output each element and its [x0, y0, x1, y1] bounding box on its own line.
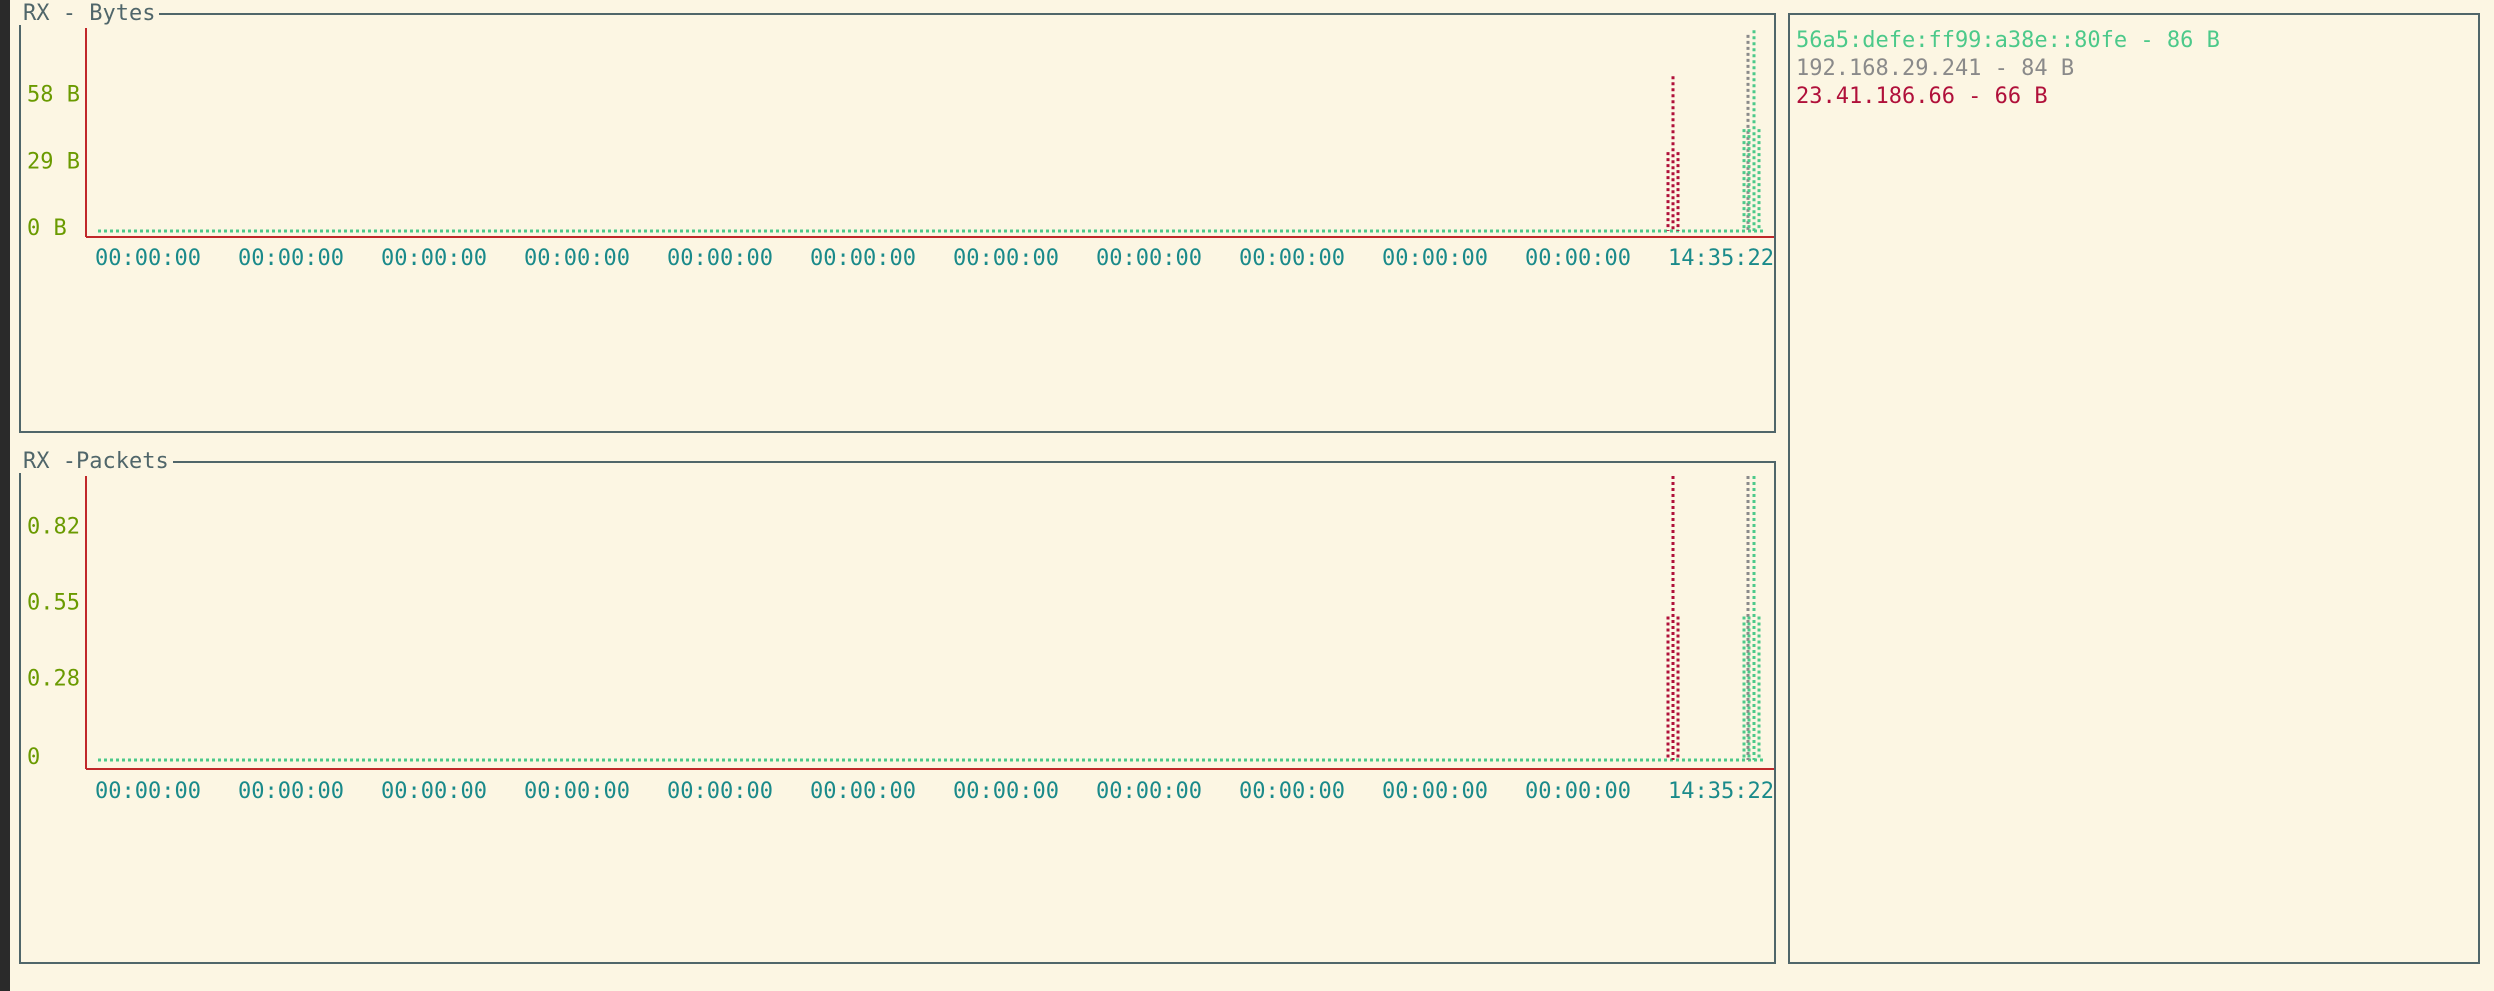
- y-tick-label: 0 B: [27, 216, 67, 241]
- x-tick-label: 00:00:00: [1239, 779, 1345, 804]
- y-tick-label: 0: [27, 745, 40, 770]
- legend-item: 56a5:defe:ff99:a38e::80fe - 86 B: [1796, 28, 2220, 53]
- y-tick-label: 0.82: [27, 515, 80, 540]
- legend-list: 56a5:defe:ff99:a38e::80fe - 86 B 192.168…: [1796, 27, 2220, 111]
- x-tick-label: 00:00:00: [810, 779, 916, 804]
- rx-bytes-panel: RX - Bytes 58 B 29 B 0 B 00:00:00 00:00:00 00…: [19, 3, 1776, 433]
- rx-packets-title: RX -Packets: [19, 451, 173, 473]
- x-tick-label: 00:00:00: [953, 779, 1059, 804]
- rx-packets-chart: 0.82 0.55 0.28 0 00:00:00 00:00:00 00:00:00 00:…: [27, 476, 1774, 804]
- x-tick-label: 14:35:22: [1668, 779, 1774, 804]
- x-tick-label: 00:00:00: [1096, 779, 1202, 804]
- y-tick-label: 58 B: [27, 83, 80, 108]
- y-tick-label: 0.55: [27, 590, 80, 615]
- legend-item: 192.168.29.241 - 84 B: [1796, 56, 2075, 81]
- x-tick-label: 00:00:00: [953, 246, 1059, 271]
- y-tick-label: 29 B: [27, 149, 80, 174]
- x-tick-label: 14:35:22: [1668, 246, 1774, 271]
- x-tick-label: 00:00:00: [1525, 246, 1631, 271]
- y-tick-label: 0.28: [27, 666, 80, 691]
- rx-bytes-chart: 58 B 29 B 0 B 00:00:00 00:00:00 00:00:00 00:00…: [27, 28, 1774, 271]
- x-tick-label: 00:00:00: [524, 246, 630, 271]
- rx-bytes-title: RX - Bytes: [19, 3, 160, 25]
- x-tick-label: 00:00:00: [1525, 779, 1631, 804]
- x-tick-label: 00:00:00: [381, 246, 487, 271]
- x-tick-label: 00:00:00: [381, 779, 487, 804]
- x-tick-label: 00:00:00: [1382, 246, 1488, 271]
- x-tick-label: 00:00:00: [810, 246, 916, 271]
- x-tick-label: 00:00:00: [95, 246, 201, 271]
- x-tick-label: 00:00:00: [1382, 779, 1488, 804]
- terminal-edge: [0, 0, 10, 991]
- x-tick-label: 00:00:00: [238, 779, 344, 804]
- legend-item: 23.41.186.66 - 66 B: [1796, 84, 2048, 109]
- x-tick-label: 00:00:00: [667, 779, 773, 804]
- x-tick-label: 00:00:00: [524, 779, 630, 804]
- x-tick-label: 00:00:00: [95, 779, 201, 804]
- x-tick-label: 00:00:00: [238, 246, 344, 271]
- x-tick-label: 00:00:00: [1239, 246, 1345, 271]
- rx-packets-panel: RX -Packets 0.82 0.55 0.28 0 00:00:00 00:00:0…: [19, 451, 1776, 964]
- x-tick-label: 00:00:00: [1096, 246, 1202, 271]
- legend-panel: 56a5:defe:ff99:a38e::80fe - 86 B 192.168…: [1788, 13, 2480, 964]
- x-tick-label: 00:00:00: [667, 246, 773, 271]
